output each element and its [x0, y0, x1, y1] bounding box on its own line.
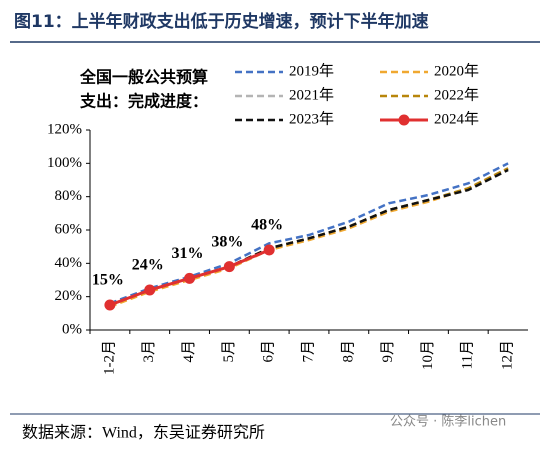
- legend-label: 2019年: [289, 62, 334, 79]
- x-tick-label: 1-2月: [101, 340, 117, 375]
- x-tick-label: 4月: [181, 340, 197, 363]
- legend-marker: [398, 114, 410, 126]
- chart-title: 图11：上半年财政支出低于历史增速，预计下半年加速: [14, 11, 429, 32]
- series-line: [109, 167, 509, 308]
- data-label: 24%: [132, 257, 164, 274]
- x-tick-label: 10月: [420, 340, 436, 370]
- x-tick-label: 11月: [460, 340, 476, 369]
- y-tick-label: 60%: [55, 221, 83, 237]
- legend-label: 2021年: [289, 86, 334, 103]
- data-label: 38%: [211, 233, 243, 250]
- point: [104, 299, 116, 311]
- y-tick-label: 0%: [62, 321, 82, 337]
- legend-title: 支出：完成进度：: [79, 92, 208, 111]
- legend-title: 全国一般公共预算: [79, 68, 208, 87]
- y-tick-label: 100%: [47, 155, 82, 171]
- x-tick-label: 6月: [261, 340, 277, 363]
- data-label: 31%: [172, 245, 204, 262]
- x-tick-label: 5月: [221, 340, 237, 363]
- legend-label: 2024年: [434, 110, 479, 127]
- y-tick-label: 120%: [47, 121, 82, 137]
- x-tick-label: 3月: [141, 340, 157, 363]
- legend-label: 2023年: [289, 110, 334, 127]
- y-tick-label: 80%: [55, 188, 83, 204]
- point: [184, 272, 196, 284]
- point: [263, 244, 275, 256]
- x-tick-label: 7月: [300, 340, 316, 363]
- y-tick-label: 40%: [55, 255, 83, 271]
- x-tick-label: 12月: [500, 340, 516, 370]
- y-tick-label: 20%: [55, 288, 83, 304]
- data-label: 48%: [251, 217, 283, 234]
- point: [144, 284, 156, 296]
- series-line: [109, 162, 509, 305]
- point: [223, 261, 235, 273]
- source: 数据来源：Wind，东吴证券研究所: [22, 424, 265, 442]
- legend-label: 2020年: [434, 62, 479, 79]
- watermark: 公众号 · 陈李lichen: [390, 414, 506, 430]
- legend-label: 2022年: [434, 86, 479, 103]
- data-label: 15%: [92, 272, 124, 289]
- x-tick-label: 8月: [340, 340, 356, 363]
- x-tick-label: 9月: [380, 340, 396, 363]
